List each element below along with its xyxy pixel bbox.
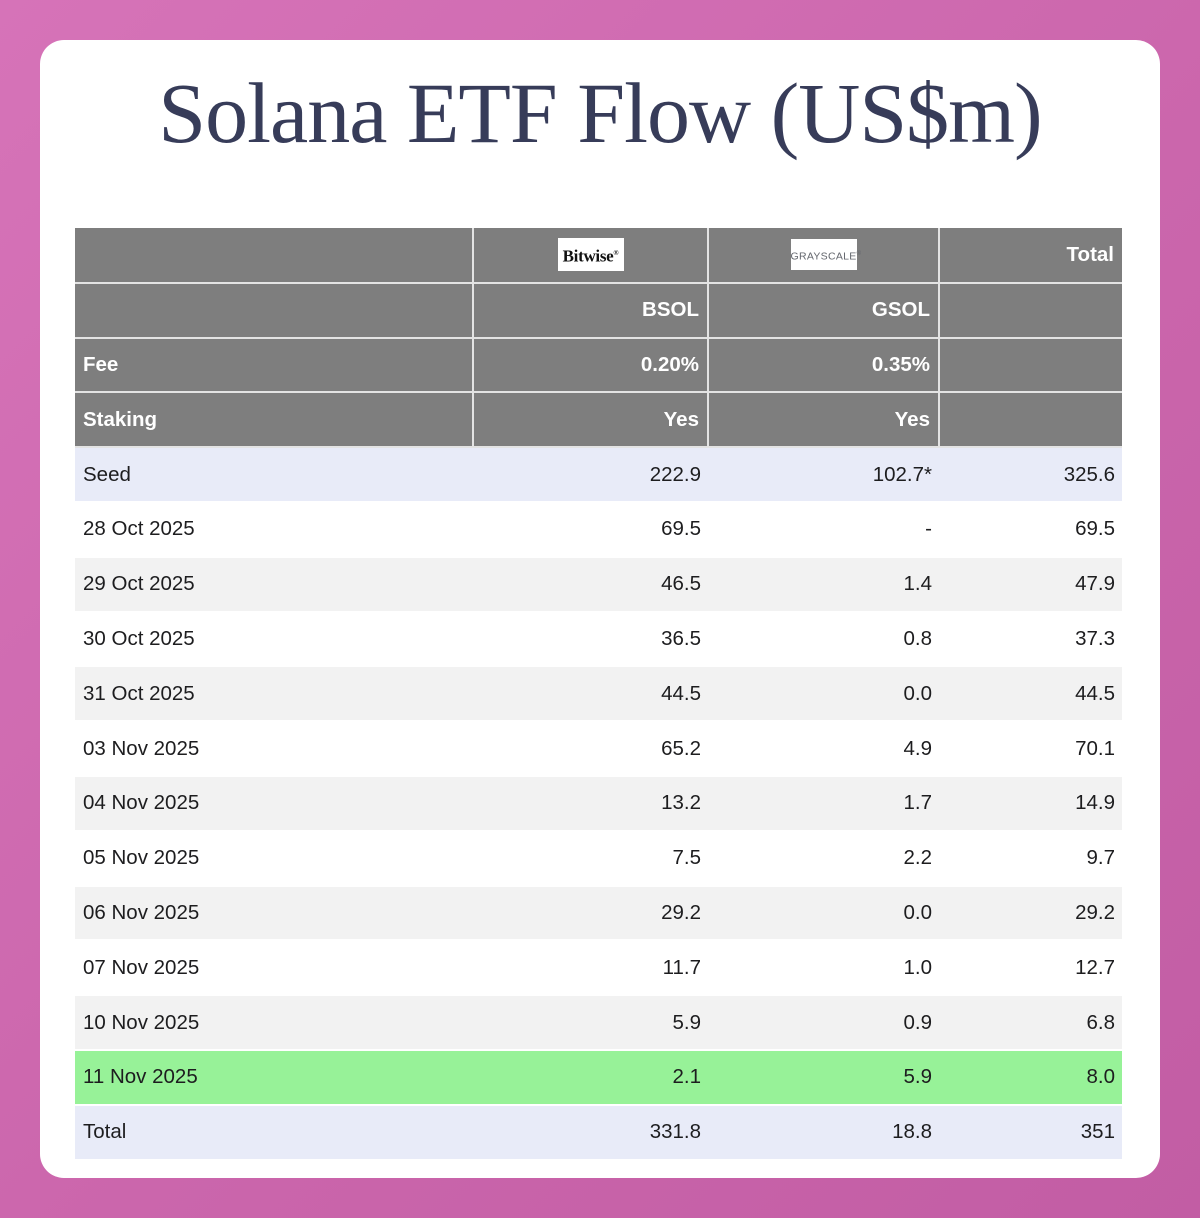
empty-header-cell xyxy=(939,392,1122,449)
fee-row: Fee 0.20% 0.35% xyxy=(75,337,1122,394)
table-row: 05 Nov 2025 7.5 2.2 9.7 xyxy=(75,830,1122,887)
total-value: 29.2 xyxy=(939,885,1122,942)
total-value: 351 xyxy=(939,1104,1122,1161)
grayscale-logo-text: GRAYSCALE xyxy=(790,250,857,263)
table-row: 28 Oct 2025 69.5 - 69.5 xyxy=(75,501,1122,558)
total-value: 70.1 xyxy=(939,721,1122,777)
bsol-value: 331.8 xyxy=(473,1104,708,1161)
bsol-value: 7.5 xyxy=(473,830,708,887)
row-label: Total xyxy=(75,1104,473,1161)
ticker-row: BSOL GSOL xyxy=(75,282,1122,339)
bsol-ticker: BSOL xyxy=(473,282,709,339)
bitwise-logo-cell: Bitwise® xyxy=(473,228,709,284)
total-value: 44.5 xyxy=(939,666,1122,723)
empty-header-cell xyxy=(75,228,474,284)
gsol-value: 18.8 xyxy=(708,1104,939,1161)
staking-row: Staking Yes Yes xyxy=(75,392,1122,449)
etf-flow-table: Bitwise® GRAYSCALE® Total BSOL GSOL Fee … xyxy=(75,228,1122,1161)
table-row: 10 Nov 2025 5.9 0.9 6.8 xyxy=(75,995,1122,1051)
page-title: Solana ETF Flow (US$m) xyxy=(158,65,1042,161)
grayscale-logo-cell: GRAYSCALE® xyxy=(708,228,940,284)
total-value: 37.3 xyxy=(939,611,1122,668)
gsol-value: - xyxy=(708,501,939,558)
staking-bsol-value: Yes xyxy=(473,392,709,449)
staking-label: Staking xyxy=(75,392,474,449)
bitwise-logo: Bitwise® xyxy=(557,238,624,272)
table-row: 03 Nov 2025 65.2 4.9 70.1 xyxy=(75,721,1122,777)
bsol-value: 5.9 xyxy=(473,995,708,1051)
row-label: 06 Nov 2025 xyxy=(75,885,473,942)
total-value: 47.9 xyxy=(939,556,1122,613)
empty-header-cell xyxy=(939,337,1122,394)
bitwise-logo-text: Bitwise xyxy=(562,247,614,267)
row-label: 03 Nov 2025 xyxy=(75,721,473,777)
table-row: 04 Nov 2025 13.2 1.7 14.9 xyxy=(75,775,1122,832)
gsol-value: 1.4 xyxy=(708,556,939,613)
table-row-seed: Seed 222.9 102.7* 325.6 xyxy=(75,447,1122,503)
gsol-value: 1.7 xyxy=(708,775,939,832)
gsol-value: 1.0 xyxy=(708,940,939,997)
total-value: 325.6 xyxy=(939,447,1122,503)
gsol-value: 4.9 xyxy=(708,721,939,777)
bsol-value: 36.5 xyxy=(473,611,708,668)
bsol-value: 44.5 xyxy=(473,666,708,723)
row-label: 05 Nov 2025 xyxy=(75,830,473,887)
fee-label: Fee xyxy=(75,337,474,394)
bitwise-reg-mark: ® xyxy=(613,249,619,258)
gsol-value: 5.9 xyxy=(708,1049,939,1106)
row-label: 11 Nov 2025 xyxy=(75,1049,473,1106)
table-row: 29 Oct 2025 46.5 1.4 47.9 xyxy=(75,556,1122,613)
total-value: 6.8 xyxy=(939,995,1122,1051)
table-row: 07 Nov 2025 11.7 1.0 12.7 xyxy=(75,940,1122,997)
fee-gsol-value: 0.35% xyxy=(708,337,940,394)
gsol-ticker: GSOL xyxy=(708,282,940,339)
total-value: 9.7 xyxy=(939,830,1122,887)
total-value: 69.5 xyxy=(939,501,1122,558)
table-row-latest-highlighted: 11 Nov 2025 2.1 5.9 8.0 xyxy=(75,1049,1122,1106)
bsol-value: 2.1 xyxy=(473,1049,708,1106)
staking-gsol-value: Yes xyxy=(708,392,940,449)
gsol-value: 0.8 xyxy=(708,611,939,668)
bsol-value: 65.2 xyxy=(473,721,708,777)
row-label: 07 Nov 2025 xyxy=(75,940,473,997)
row-label: 29 Oct 2025 xyxy=(75,556,473,613)
grayscale-reg-mark: ® xyxy=(856,251,862,258)
bsol-value: 11.7 xyxy=(473,940,708,997)
bsol-value: 13.2 xyxy=(473,775,708,832)
issuer-logo-row: Bitwise® GRAYSCALE® Total xyxy=(75,228,1122,284)
total-value: 8.0 xyxy=(939,1049,1122,1106)
grayscale-logo: GRAYSCALE® xyxy=(790,239,861,271)
row-label: 28 Oct 2025 xyxy=(75,501,473,558)
table-row: 31 Oct 2025 44.5 0.0 44.5 xyxy=(75,666,1122,723)
gsol-value: 0.0 xyxy=(708,885,939,942)
bsol-value: 46.5 xyxy=(473,556,708,613)
empty-header-cell xyxy=(75,282,474,339)
bsol-value: 222.9 xyxy=(473,447,708,503)
total-value: 14.9 xyxy=(939,775,1122,832)
total-value: 12.7 xyxy=(939,940,1122,997)
row-label: 10 Nov 2025 xyxy=(75,995,473,1051)
bsol-value: 69.5 xyxy=(473,501,708,558)
row-label: 30 Oct 2025 xyxy=(75,611,473,668)
empty-header-cell xyxy=(939,282,1122,339)
fee-bsol-value: 0.20% xyxy=(473,337,709,394)
table-row-grand-total: Total 331.8 18.8 351 xyxy=(75,1104,1122,1161)
table-row: 30 Oct 2025 36.5 0.8 37.3 xyxy=(75,611,1122,668)
total-column-header: Total xyxy=(939,228,1122,284)
row-label: 31 Oct 2025 xyxy=(75,666,473,723)
bsol-value: 29.2 xyxy=(473,885,708,942)
table-row: 06 Nov 2025 29.2 0.0 29.2 xyxy=(75,885,1122,942)
gsol-value: 2.2 xyxy=(708,830,939,887)
row-label: 04 Nov 2025 xyxy=(75,775,473,832)
gsol-value: 0.9 xyxy=(708,995,939,1051)
gsol-value: 0.0 xyxy=(708,666,939,723)
content-card: Solana ETF Flow (US$m) Bitwise® GRAYSCAL… xyxy=(40,40,1160,1178)
gsol-value: 102.7* xyxy=(708,447,939,503)
row-label: Seed xyxy=(75,447,473,503)
